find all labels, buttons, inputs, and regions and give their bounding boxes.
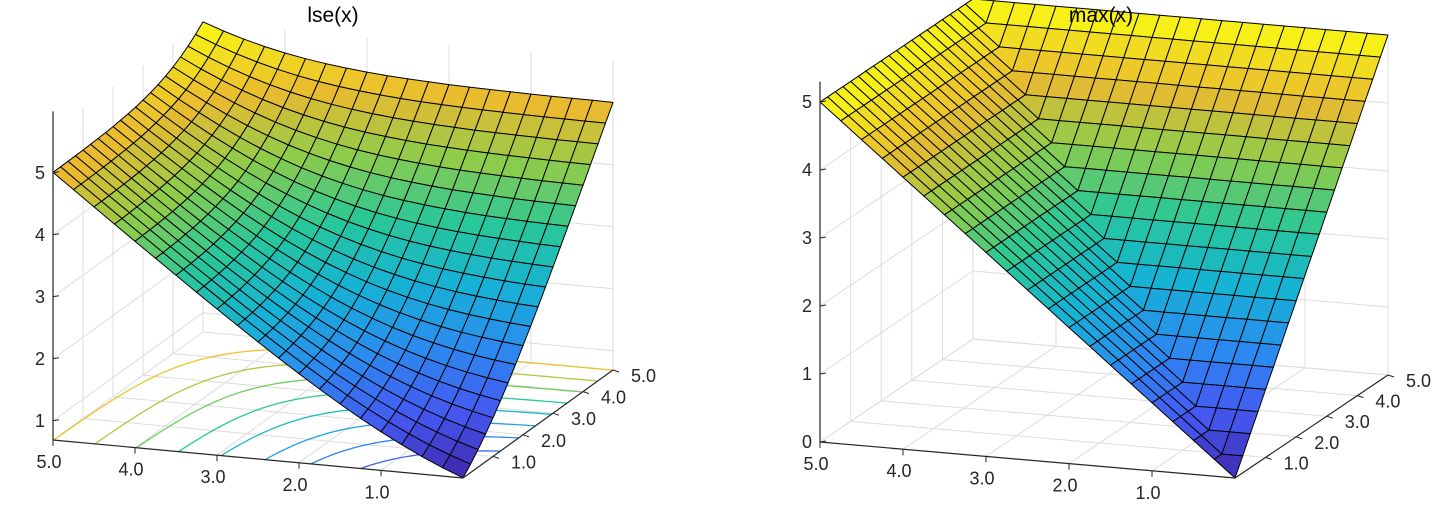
x-tick-label: 1.0 xyxy=(1135,483,1160,503)
y-tick-label: 4.0 xyxy=(1375,392,1400,412)
z-tick-label: 1 xyxy=(35,411,45,431)
z-tick-label: 1 xyxy=(802,364,812,384)
x-tick-label: 2.0 xyxy=(1052,476,1077,496)
y-tick-label: 1.0 xyxy=(1284,453,1309,473)
surface-patch xyxy=(1213,453,1244,479)
y-tick-label: 1.0 xyxy=(511,452,536,472)
x-tick-label: 3.0 xyxy=(200,467,225,487)
chart-title: max(x) xyxy=(1069,4,1133,27)
surface-mesh xyxy=(819,0,1389,479)
surface-patch xyxy=(442,454,471,479)
y-tick-label: 3.0 xyxy=(571,409,596,429)
y-tick-label: 5.0 xyxy=(631,366,656,386)
x-axis-line xyxy=(819,441,1236,479)
x-tick-label: 4.0 xyxy=(118,460,143,480)
z-tick-label: 4 xyxy=(802,160,812,180)
floor-gridline xyxy=(850,420,1266,458)
floor-gridline xyxy=(902,345,1057,450)
y-axis-line xyxy=(462,369,614,479)
z-tick-label: 3 xyxy=(35,287,45,307)
y-tick-label: 2.0 xyxy=(541,431,566,451)
x-tick-label: 4.0 xyxy=(886,461,911,481)
y-tick-label: 4.0 xyxy=(601,388,626,408)
x-axis-line xyxy=(52,439,464,479)
z-tick-label: 5 xyxy=(35,163,45,183)
x-tick-label: 5.0 xyxy=(36,452,61,472)
floor-gridline xyxy=(52,331,204,441)
y-tick-label: 3.0 xyxy=(1345,412,1370,432)
y-tick-label: 5.0 xyxy=(1406,371,1431,391)
x-tick-label: 1.0 xyxy=(364,482,389,502)
surface-mesh xyxy=(52,21,614,479)
chart-title: lse(x) xyxy=(307,4,358,27)
z-tick-label: 4 xyxy=(35,225,45,245)
axis-lines xyxy=(52,111,614,479)
x-tick-label: 5.0 xyxy=(803,454,828,474)
axis-lines xyxy=(819,81,1389,479)
floor-gridline xyxy=(985,352,1140,457)
x-tick-label: 2.0 xyxy=(282,475,307,495)
y-axis-line xyxy=(1234,374,1389,479)
x-tick-label: 3.0 xyxy=(969,468,994,488)
z-tick-label: 0 xyxy=(802,432,812,452)
floor-gridline xyxy=(134,339,286,449)
z-tick-label: 5 xyxy=(802,92,812,112)
z-tick-label: 3 xyxy=(802,228,812,248)
y-tick-label: 2.0 xyxy=(1314,433,1339,453)
z-tick-label: 2 xyxy=(35,349,45,369)
z-tick-label: 2 xyxy=(802,296,812,316)
